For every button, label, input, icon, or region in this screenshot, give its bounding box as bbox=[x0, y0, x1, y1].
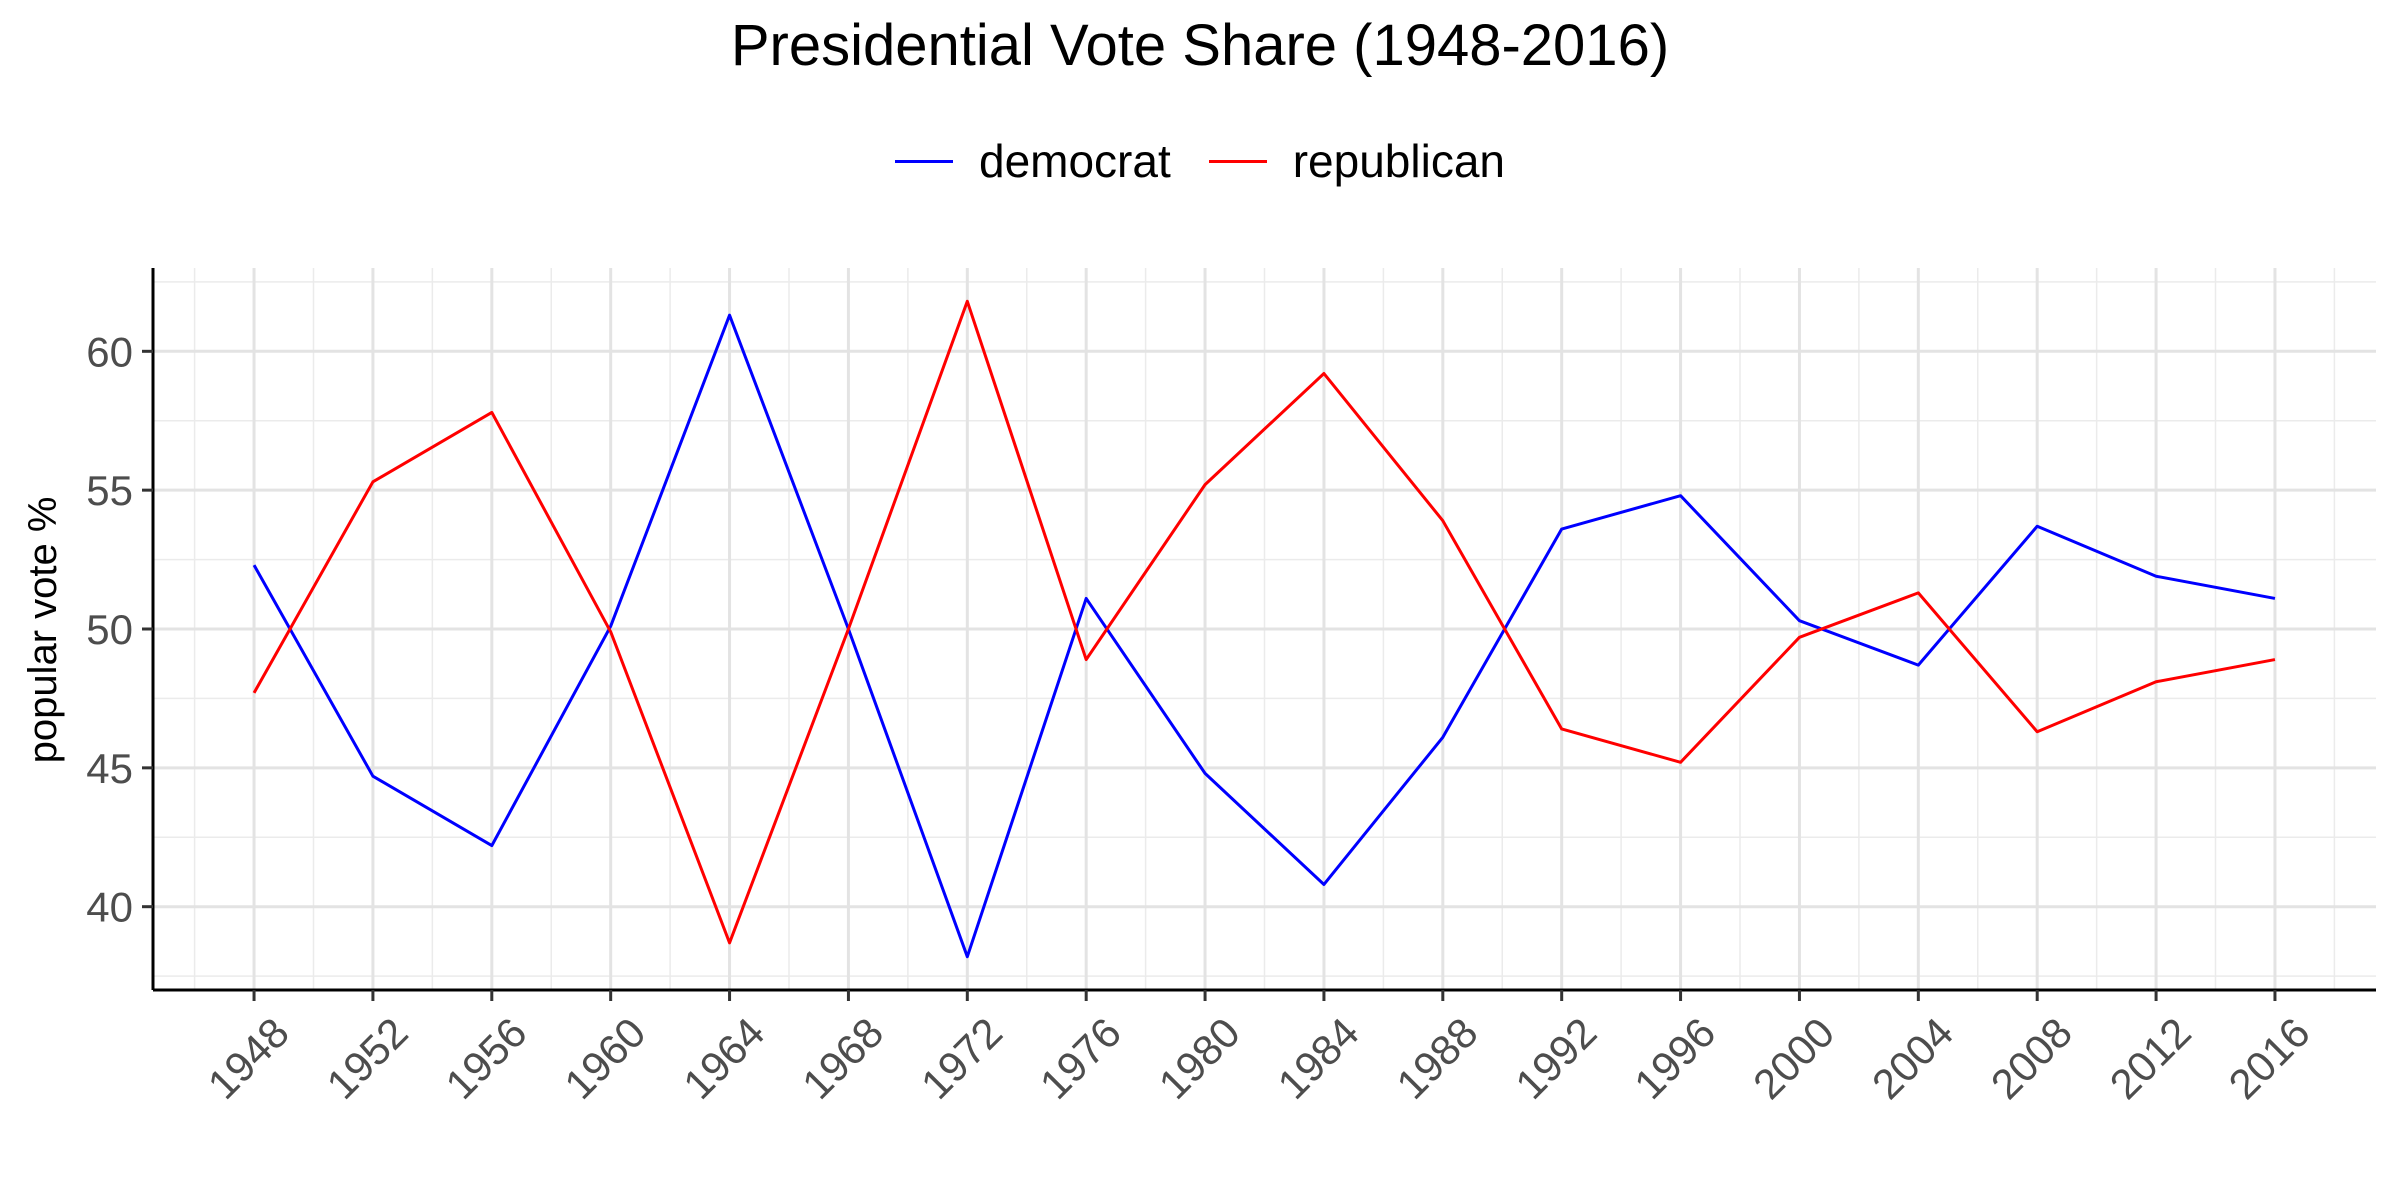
legend-item-republican: republican bbox=[1208, 134, 1505, 188]
major-gridlines bbox=[153, 268, 2376, 990]
x-tick-label: 1976 bbox=[1031, 1009, 1130, 1108]
series-line-republican bbox=[252, 299, 2276, 945]
series-line-democrat bbox=[252, 313, 2276, 959]
x-tick-label: 1988 bbox=[1387, 1009, 1486, 1108]
x-tick-label: 1956 bbox=[436, 1009, 535, 1108]
x-tick-label: 2008 bbox=[1982, 1009, 2081, 1108]
y-tick-label: 45 bbox=[86, 745, 133, 792]
x-tick-label: 1972 bbox=[912, 1009, 1011, 1108]
x-tick-label: 2016 bbox=[2220, 1009, 2319, 1108]
x-tick-label: 1952 bbox=[317, 1009, 416, 1108]
chart-title: Presidential Vote Share (1948-2016) bbox=[730, 13, 1670, 78]
x-tick-label: 1968 bbox=[793, 1009, 892, 1108]
y-tick-label: 60 bbox=[86, 328, 133, 375]
y-tick-label: 55 bbox=[86, 467, 133, 514]
legend-swatch-republican bbox=[1208, 159, 1267, 163]
y-tick-label: 50 bbox=[86, 606, 133, 653]
x-tick-label: 1980 bbox=[1150, 1009, 1249, 1108]
x-tick-label: 1948 bbox=[199, 1009, 298, 1108]
x-tick-label: 2000 bbox=[1744, 1009, 1843, 1108]
x-tick-label: 2004 bbox=[1863, 1009, 1962, 1108]
legend-label-republican: republican bbox=[1292, 135, 1505, 187]
x-tick-label: 1984 bbox=[1268, 1009, 1367, 1108]
legend: democrat republican bbox=[0, 134, 2400, 188]
legend-label-democrat: democrat bbox=[978, 135, 1171, 187]
x-tick-label: 1992 bbox=[1506, 1009, 1605, 1108]
x-tick-label: 1964 bbox=[674, 1009, 773, 1108]
y-axis-title: popular vote % bbox=[21, 497, 65, 764]
x-tick-label: 2012 bbox=[2101, 1009, 2200, 1108]
x-tick-label: 1996 bbox=[1625, 1009, 1724, 1108]
axes bbox=[142, 268, 2376, 1001]
legend-item-democrat: democrat bbox=[894, 134, 1171, 188]
x-tick-label: 1960 bbox=[555, 1009, 654, 1108]
y-tick-label: 40 bbox=[86, 884, 133, 931]
legend-swatch-democrat bbox=[894, 159, 953, 163]
series-lines bbox=[252, 299, 2276, 959]
